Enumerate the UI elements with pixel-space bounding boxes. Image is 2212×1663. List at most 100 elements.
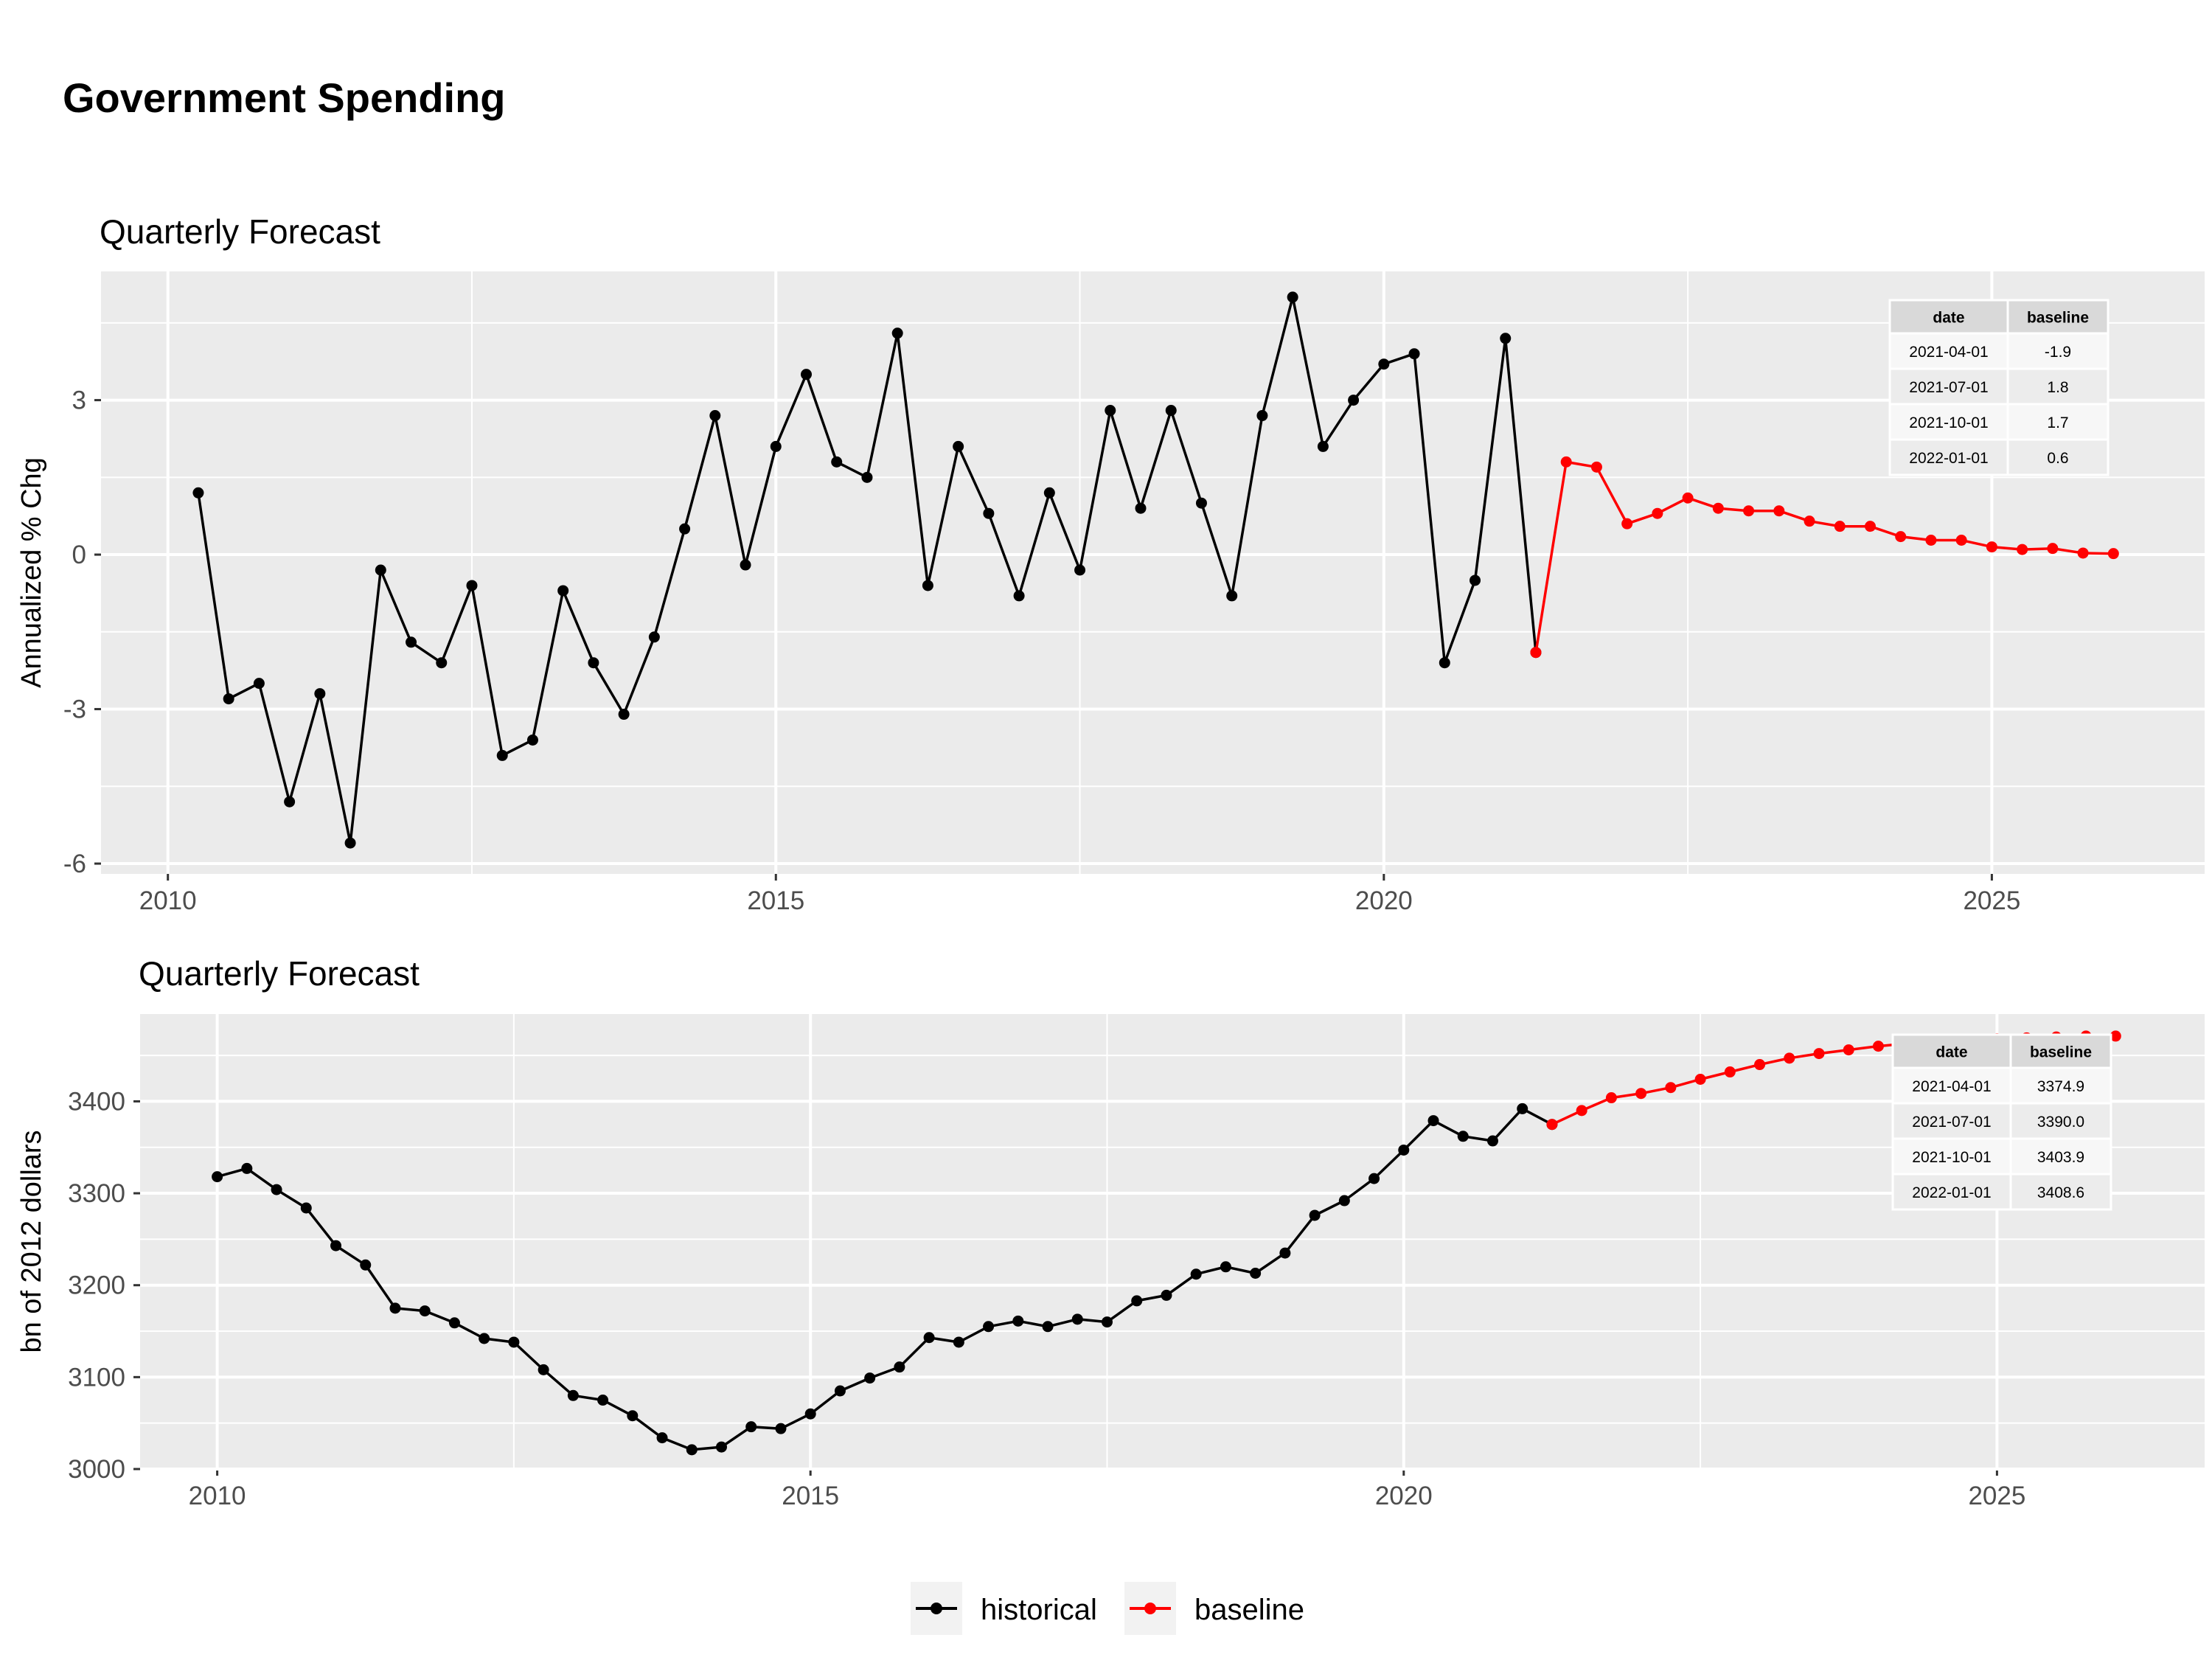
data-point-baseline: [1652, 507, 1663, 519]
y-tick-label: 3200: [68, 1271, 125, 1300]
page-title: Government Spending: [63, 74, 506, 121]
data-point-baseline: [1784, 1052, 1795, 1064]
x-tick-label: 2025: [1968, 1482, 2025, 1510]
data-point-baseline: [2110, 1030, 2121, 1042]
data-point-historical: [1161, 1289, 1172, 1301]
table-cell: [2006, 367, 2110, 406]
data-point-historical: [375, 564, 386, 576]
table-cell-text: 2022-01-01: [1909, 450, 1988, 467]
data-point-baseline: [1813, 1048, 1825, 1060]
data-point-baseline: [2017, 544, 2028, 555]
table-cell-text: 3403.9: [2037, 1149, 2084, 1166]
data-point-historical: [344, 837, 356, 849]
data-point-historical: [1500, 333, 1512, 344]
table-cell: [2006, 332, 2110, 370]
data-point-historical: [567, 1389, 579, 1401]
data-point-historical: [770, 440, 782, 452]
data-point-historical: [1195, 497, 1207, 509]
y-tick-label: -6: [63, 850, 86, 878]
data-point-baseline: [1546, 1119, 1558, 1131]
table-cell: [1891, 1137, 2012, 1176]
legend-entry-baseline: baseline: [1124, 1582, 1304, 1635]
data-point-historical: [300, 1202, 312, 1214]
data-point-historical: [314, 688, 326, 700]
panel-background: [101, 271, 2205, 874]
legend-label-historical: historical: [981, 1594, 1097, 1626]
data-table: date baseline 2021-04-01 3374.9 2021-07-01 33…: [1891, 1033, 2112, 1211]
data-point-baseline: [1925, 535, 1937, 546]
data-point-historical: [1256, 410, 1268, 422]
data-point-historical: [1398, 1144, 1410, 1156]
data-point-baseline: [1724, 1066, 1736, 1078]
data-point-historical: [922, 580, 933, 591]
data-point-historical: [436, 657, 448, 669]
data-point-baseline: [1743, 505, 1755, 517]
data-point-historical: [983, 1321, 995, 1333]
data-point-historical: [1457, 1131, 1469, 1142]
data-point-historical: [894, 1361, 905, 1373]
data-point-baseline: [1635, 1088, 1647, 1100]
table-header-cell: [2006, 299, 2110, 335]
data-point-historical: [1190, 1268, 1202, 1280]
data-point-baseline: [2047, 543, 2059, 555]
x-tick-label: 2010: [189, 1482, 246, 1510]
table-cell: [1888, 403, 2009, 441]
data-point-historical: [1250, 1268, 1262, 1280]
data-point-historical: [588, 657, 599, 669]
data-point-historical: [479, 1333, 490, 1344]
legend-entry-historical: historical: [911, 1582, 1097, 1635]
table-cell-text: 2021-04-01: [1912, 1078, 1991, 1095]
data-point-baseline: [1712, 502, 1724, 514]
data-point-historical: [1043, 487, 1055, 499]
y-axis-label: Annualized % Chg: [16, 457, 47, 688]
data-point-historical: [1439, 657, 1450, 669]
data-point-historical: [1135, 502, 1147, 514]
data-point-historical: [834, 1385, 846, 1397]
data-point-historical: [1427, 1115, 1439, 1127]
data-point-historical: [1071, 1313, 1083, 1325]
table-header-date: date: [1933, 310, 1964, 327]
data-point-historical: [1013, 590, 1025, 602]
series-line-historical: [217, 1107, 1553, 1451]
data-point-historical: [740, 559, 751, 571]
x-tick-label: 2010: [139, 886, 197, 915]
legend: historical baseline: [911, 1582, 1304, 1635]
data-point-baseline: [1872, 1041, 1884, 1052]
series-group: [192, 291, 2119, 849]
data-point-baseline: [1986, 541, 1997, 553]
table-cell-text: -1.9: [2045, 344, 2071, 361]
y-tick-label: 0: [72, 541, 86, 569]
data-point-baseline: [1834, 521, 1846, 532]
data-point-historical: [1348, 395, 1360, 406]
data-point-historical: [831, 456, 843, 468]
data-point-baseline: [1773, 505, 1785, 517]
data-point-baseline: [1576, 1105, 1587, 1117]
data-point-historical: [709, 410, 721, 422]
data-point-historical: [597, 1395, 609, 1406]
y-tick-label: -3: [63, 695, 86, 724]
data-point-baseline: [2077, 547, 2089, 559]
panel-background: [140, 1014, 2205, 1469]
data-point-historical: [983, 507, 995, 519]
x-tick-label: 2020: [1375, 1482, 1433, 1510]
table-cell-text: 1.8: [2047, 379, 2068, 396]
x-tick-label: 2025: [1963, 886, 2020, 915]
data-point-historical: [241, 1162, 253, 1174]
data-point-baseline: [2107, 548, 2119, 560]
data-point-historical: [330, 1240, 342, 1251]
table-cell-text: 3390.0: [2037, 1114, 2084, 1131]
data-point-historical: [1408, 348, 1420, 360]
data-point-historical: [1287, 291, 1298, 303]
table-cell-text: 2021-07-01: [1912, 1114, 1991, 1131]
table-cell-text: 3408.6: [2037, 1184, 2084, 1201]
data-point-historical: [360, 1259, 372, 1271]
data-point-historical: [775, 1423, 787, 1434]
table-cell: [2009, 1066, 2112, 1105]
data-point-historical: [923, 1332, 935, 1344]
data-point-historical: [406, 636, 417, 648]
data-point-historical: [1131, 1295, 1143, 1307]
data-point-historical: [1165, 405, 1177, 417]
data-point-historical: [284, 796, 296, 808]
